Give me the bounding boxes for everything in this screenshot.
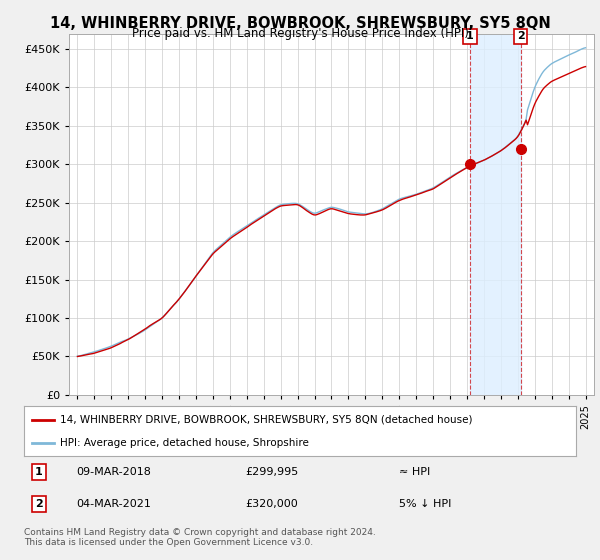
Text: 2: 2 xyxy=(35,500,43,509)
Text: HPI: Average price, detached house, Shropshire: HPI: Average price, detached house, Shro… xyxy=(60,438,309,448)
Text: 14, WHINBERRY DRIVE, BOWBROOK, SHREWSBURY, SY5 8QN (detached house): 14, WHINBERRY DRIVE, BOWBROOK, SHREWSBUR… xyxy=(60,414,472,424)
Text: £299,995: £299,995 xyxy=(245,467,298,477)
Text: 1: 1 xyxy=(35,467,43,477)
Text: 09-MAR-2018: 09-MAR-2018 xyxy=(76,467,151,477)
Text: ≈ HPI: ≈ HPI xyxy=(400,467,431,477)
Text: 04-MAR-2021: 04-MAR-2021 xyxy=(76,500,151,509)
Text: Contains HM Land Registry data © Crown copyright and database right 2024.
This d: Contains HM Land Registry data © Crown c… xyxy=(24,528,376,547)
Text: 2: 2 xyxy=(517,31,524,41)
Text: Price paid vs. HM Land Registry's House Price Index (HPI): Price paid vs. HM Land Registry's House … xyxy=(131,27,469,40)
Bar xyxy=(470,34,521,395)
Text: 14, WHINBERRY DRIVE, BOWBROOK, SHREWSBURY, SY5 8QN: 14, WHINBERRY DRIVE, BOWBROOK, SHREWSBUR… xyxy=(50,16,550,31)
Text: £320,000: £320,000 xyxy=(245,500,298,509)
Text: 1: 1 xyxy=(466,31,474,41)
Text: 5% ↓ HPI: 5% ↓ HPI xyxy=(400,500,452,509)
